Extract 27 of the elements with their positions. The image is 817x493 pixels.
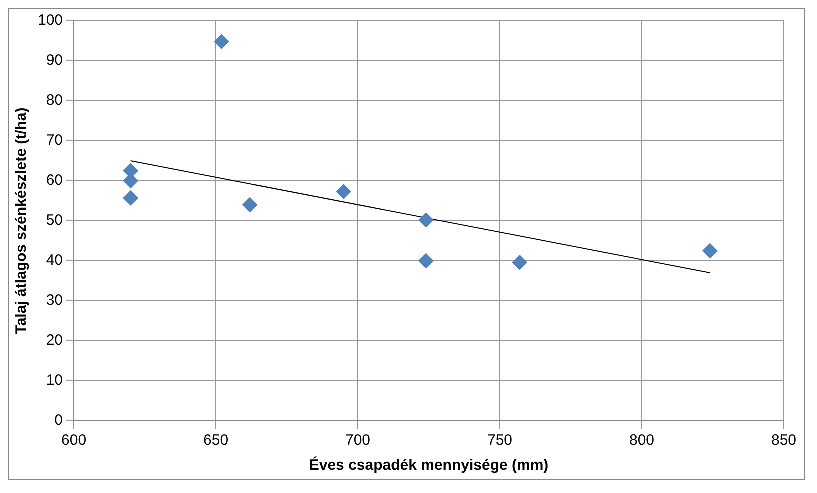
point bbox=[123, 190, 138, 206]
y-tick-label: 10 bbox=[46, 372, 64, 390]
y-tick-label: 80 bbox=[46, 92, 64, 110]
y-tick-label: 20 bbox=[46, 332, 64, 350]
point bbox=[418, 212, 434, 228]
y-tick-label: 30 bbox=[46, 292, 64, 310]
x-tick-label: 600 bbox=[62, 432, 87, 450]
y-tick-label: 0 bbox=[54, 412, 64, 430]
y-axis-title: Talaj átlagos szénkészlete (t/ha) bbox=[13, 108, 30, 334]
y-tick-label: 90 bbox=[46, 52, 64, 70]
y-tick-label: 100 bbox=[38, 12, 64, 30]
x-tick-label: 850 bbox=[771, 432, 797, 450]
x-tick-label: 700 bbox=[346, 432, 371, 450]
x-tick-label: 800 bbox=[629, 432, 655, 450]
x-axis-title: Éves csapadék mennyisége (mm) bbox=[309, 456, 549, 474]
point bbox=[512, 255, 528, 270]
y-tick-label: 60 bbox=[46, 172, 64, 190]
y-tick-label: 50 bbox=[46, 212, 64, 230]
point bbox=[242, 198, 258, 212]
y-tick-label: 40 bbox=[46, 252, 64, 270]
point bbox=[214, 34, 230, 50]
x-tick-label: 750 bbox=[487, 432, 513, 450]
point bbox=[336, 184, 352, 200]
point bbox=[418, 254, 434, 268]
point bbox=[702, 244, 718, 258]
x-tick-label: 650 bbox=[204, 432, 229, 450]
y-tick-label: 70 bbox=[46, 132, 64, 150]
